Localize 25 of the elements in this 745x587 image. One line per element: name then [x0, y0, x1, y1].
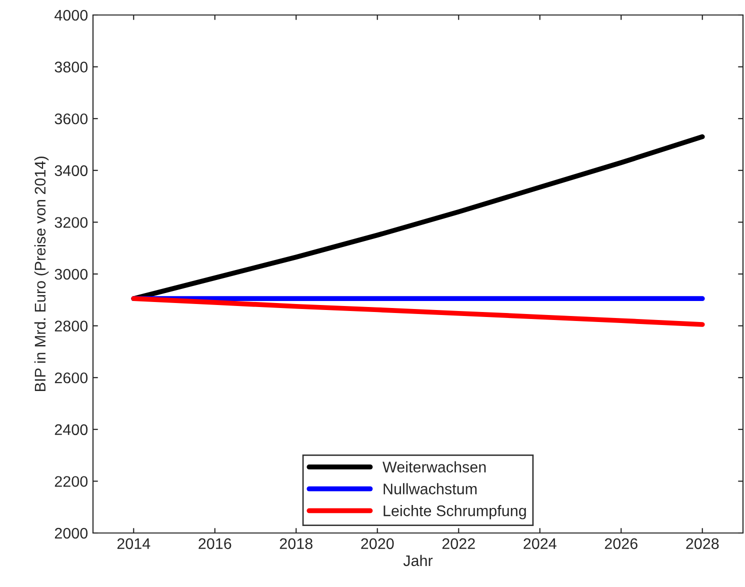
legend-label: Leichte Schrumpfung [384, 505, 526, 520]
y-tick-label: 2800 [54, 320, 88, 332]
legend-label: Weiterwachsen [382, 461, 486, 472]
y-tick-label: 2000 [54, 528, 88, 539]
x-axis-title: Jahr [403, 554, 433, 566]
x-tick-label: 2018 [280, 538, 312, 550]
line-series [131, 296, 705, 327]
x-tick-label: 2024 [524, 538, 556, 550]
legend-label: Nullwachstum [384, 483, 477, 494]
y-tick-label: 3000 [54, 268, 88, 280]
y-tick-label: 3800 [54, 62, 88, 72]
y-tick-label: 3200 [54, 217, 88, 228]
x-tick-label: 2026 [604, 538, 638, 550]
x-tick-label: 2022 [442, 538, 475, 550]
y-tick-label: 2600 [54, 372, 88, 384]
y-tick-label: 2200 [54, 476, 88, 487]
x-tick-label: 2020 [361, 538, 394, 550]
x-tick-label: 2016 [198, 538, 232, 550]
y-tick-label: 3400 [54, 165, 88, 176]
x-tick-label: 2028 [686, 538, 719, 550]
y-tick-label: 3600 [54, 113, 88, 124]
y-tick-label: 4000 [54, 10, 88, 21]
y-axis-title: BIP in Mrd. Euro (Preise von 2014) [34, 156, 49, 392]
y-tick-label: 2400 [54, 424, 88, 436]
x-tick-label: 2014 [117, 538, 150, 550]
